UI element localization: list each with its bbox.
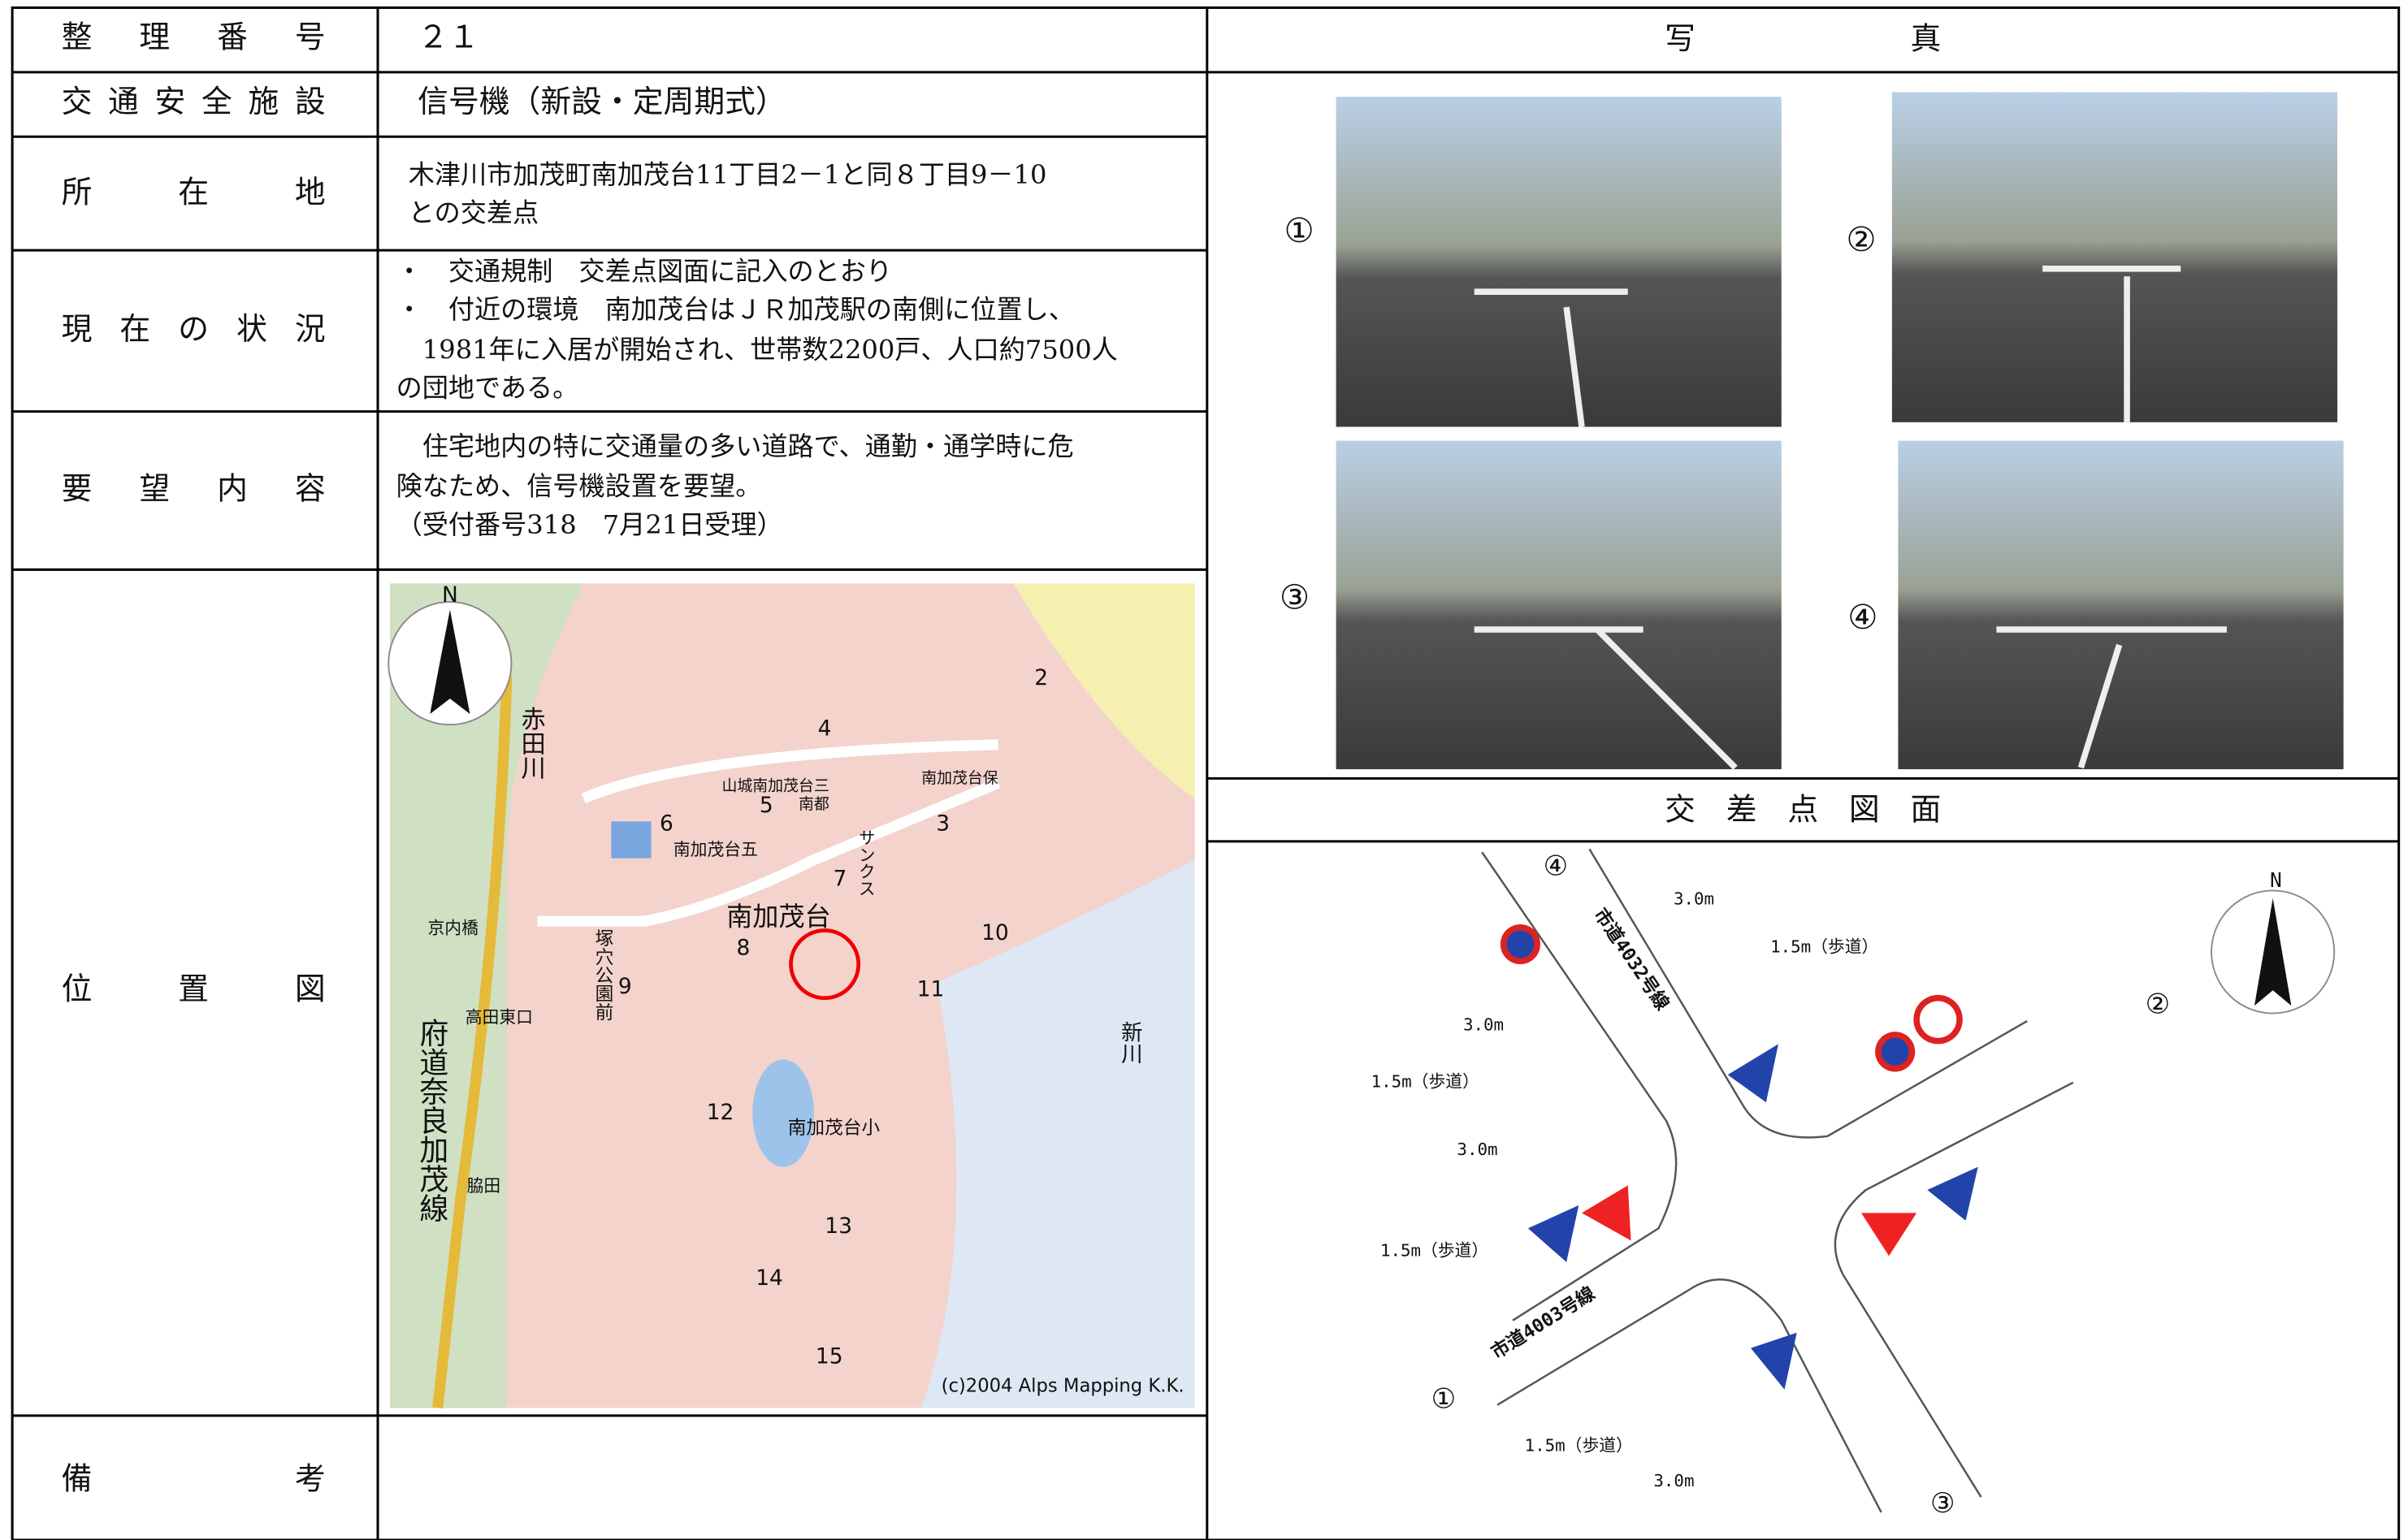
photo <box>1336 97 1782 427</box>
map-label: サンクス <box>855 829 875 897</box>
diagram-label: 3.0m <box>1653 1471 1694 1490</box>
photo-header: 写 真 <box>1665 21 1941 57</box>
map-label: 15 <box>816 1344 843 1369</box>
map-label: 5 <box>760 793 773 818</box>
photo <box>1891 92 2338 422</box>
row-value: ２１ <box>418 19 479 55</box>
row-label: 交通安全施設 <box>62 84 326 119</box>
map-label: 14 <box>756 1265 783 1291</box>
map-label: 南加茂台保 <box>921 769 998 787</box>
diagram-label: 1.5m（歩道） <box>1380 1241 1488 1261</box>
map-label: 3 <box>936 811 950 837</box>
row-value: 住宅地内の特に交通量の多い道路で、通勤・通学時に危 <box>396 430 1074 461</box>
photo-label: ① <box>1284 210 1314 250</box>
map-label: 9 <box>618 974 632 999</box>
row-value: 木津川市加茂町南加茂台11丁目2－1と同８丁目9－10 <box>409 159 1047 190</box>
map-label: 10 <box>981 920 1009 945</box>
map-label: 脇田 <box>467 1176 501 1196</box>
map-label: 7 <box>834 867 847 892</box>
diagram-header: 交 差 点 図 面 <box>1665 791 1941 827</box>
map-label: 高田東口 <box>466 1007 533 1027</box>
diagram-label: 3.0m <box>1457 1140 1497 1159</box>
diagram-label: 1.5m（歩道） <box>1770 937 1878 956</box>
photos <box>1336 92 2344 770</box>
row-value: 信号機（新設・定周期式） <box>418 84 786 119</box>
map-label: 南加茂台小 <box>788 1118 881 1139</box>
row-value: 1981年に入居が開始され、世帯数2200戸、人口約7500人 <box>396 334 1118 365</box>
photo-label: ③ <box>1280 578 1310 617</box>
map-label: 赤田川 <box>517 707 546 781</box>
intersection-diagram <box>1481 848 2336 1513</box>
photo-label: ② <box>1846 219 1876 259</box>
row-value: の団地である。 <box>396 373 579 404</box>
map-label: 13 <box>825 1213 852 1239</box>
map-label: (c)2004 Alps Mapping K.K. <box>942 1375 1185 1396</box>
photo <box>1898 440 2344 770</box>
diagram-label: ① <box>1431 1382 1457 1415</box>
diagram-label: ② <box>2146 988 2171 1021</box>
map-label: 12 <box>707 1100 734 1125</box>
diagram-label: 3.0m <box>1674 889 1714 909</box>
map-label: 6 <box>660 811 673 837</box>
row-value: ・ 付近の環境 南加茂台はＪＲ加茂駅の南側に位置し、 <box>396 294 1075 325</box>
row-value: との交差点 <box>409 197 539 228</box>
map-label: 11 <box>917 977 945 1002</box>
diagram-label: ④ <box>1544 850 1569 883</box>
map-label: 8 <box>736 936 750 961</box>
row-value: ・ 交通規制 交差点図面に記入のとおり <box>396 256 892 287</box>
photo <box>1336 440 1782 770</box>
row-label: 現 在 の 状 況 <box>62 311 326 347</box>
map-label: N <box>442 582 458 608</box>
map-label: 4 <box>818 716 832 741</box>
map-label: 新川 <box>1117 1021 1142 1064</box>
diagram-label: ③ <box>1930 1487 1955 1520</box>
map-label: 塚穴公園前 <box>592 929 613 1022</box>
map <box>388 583 1195 1409</box>
diagram-label: 3.0m <box>1463 1015 1504 1035</box>
row-label: 備 考 <box>62 1461 326 1497</box>
row-label: 位 置 図 <box>62 971 326 1007</box>
row-label: 所 在 地 <box>62 175 326 210</box>
map-label: 2 <box>1034 665 1048 690</box>
map-label: 山城南加茂台三 <box>721 776 829 794</box>
diagram-label: N <box>2270 868 2282 892</box>
diagram-label: 市道4003号線 <box>1487 1282 1599 1363</box>
photo-label: ④ <box>1847 597 1877 637</box>
map-label: 京内橋 <box>427 919 479 938</box>
map-label: 府道奈良加茂線 <box>414 1018 448 1222</box>
row-value: （受付番号318 7月21日受理） <box>396 509 783 540</box>
diagram-label: 1.5m（歩道） <box>1371 1072 1479 1092</box>
diagram-label: 1.5m（歩道） <box>1525 1436 1633 1456</box>
row-label: 要 望 内 容 <box>62 470 326 506</box>
row-label: 整 理 番 号 <box>62 19 326 55</box>
map-label: 南加茂台 <box>726 901 830 932</box>
row-value: 険なため、信号機設置を要望。 <box>396 471 762 502</box>
map-label: 南都 <box>799 795 829 813</box>
map-label: 南加茂台五 <box>673 840 758 859</box>
